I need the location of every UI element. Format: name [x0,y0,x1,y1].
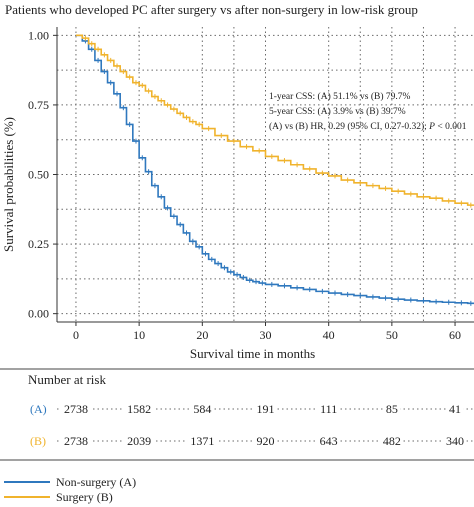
risk-count: 1582 [127,402,151,416]
risk-count-bg [124,400,154,414]
risk-count: 2738 [64,402,88,416]
risk-count-bg [317,432,341,446]
risk-count: 2738 [64,434,88,448]
risk-count: 482 [383,434,401,448]
risk-count: 2039 [127,434,151,448]
x-tick-label: 10 [133,328,145,342]
risk-count: 1371 [190,434,214,448]
risk-count: 41 [449,402,461,416]
risk-count-bg [61,400,91,414]
risk-count-bg [187,432,218,446]
risk-count: 920 [257,434,275,448]
risk-count: 643 [320,434,338,448]
annotation-5yr-css: 5-year CSS: (A) 3.9% vs (B) 39.7% [269,106,406,117]
risk-count: 191 [257,402,275,416]
y-tick-label: 1.00 [28,28,49,42]
y-axis-label: Survival probabilities (%) [1,117,16,252]
legend-label-non-surgery: Non-surgery (A) [56,475,136,489]
risk-count-bg [317,400,341,414]
y-tick-label: 0.50 [28,168,49,182]
x-tick-label: 40 [323,328,335,342]
risk-count-bg [383,400,401,414]
annotation-hazard-ratio: (A) vs (B) HR, 0.29 (95% CI, 0.27-0.32);… [269,121,467,132]
risk-count: 85 [386,402,398,416]
chart-title: Patients who developed PC after surgery … [5,2,418,17]
risk-count: 340 [446,434,464,448]
x-tick-label: 20 [196,328,208,342]
risk-count-bg [253,400,278,414]
risk-count-bg [253,432,278,446]
risk-table-row-label: (B) [30,434,46,448]
surgery-curve [75,34,474,206]
x-tick-label: 0 [73,328,79,342]
non-surgery-curve [75,34,474,305]
x-tick-label: 50 [386,328,398,342]
x-tick-label: 60 [449,328,461,342]
risk-table-row-label: (A) [30,402,47,416]
risk-count-bg [124,432,154,446]
y-tick-label: 0.75 [28,98,49,112]
risk-table-title: Number at risk [28,372,106,387]
x-axis-label: Survival time in months [190,346,315,361]
risk-count-bg [443,432,467,446]
y-tick-label: 0.25 [28,237,49,251]
legend-label-surgery: Surgery (B) [56,490,113,504]
risk-count-bg [446,400,464,414]
annotation-1yr-css: 1-year CSS: (A) 51.1% vs (B) 79.7% [269,91,411,102]
risk-count: 584 [193,402,211,416]
x-tick-label: 30 [260,328,272,342]
risk-count: 111 [320,402,337,416]
y-tick-label: 0.00 [28,307,49,321]
risk-count-bg [380,432,404,446]
risk-count-bg [61,432,91,446]
risk-count-bg [190,400,214,414]
